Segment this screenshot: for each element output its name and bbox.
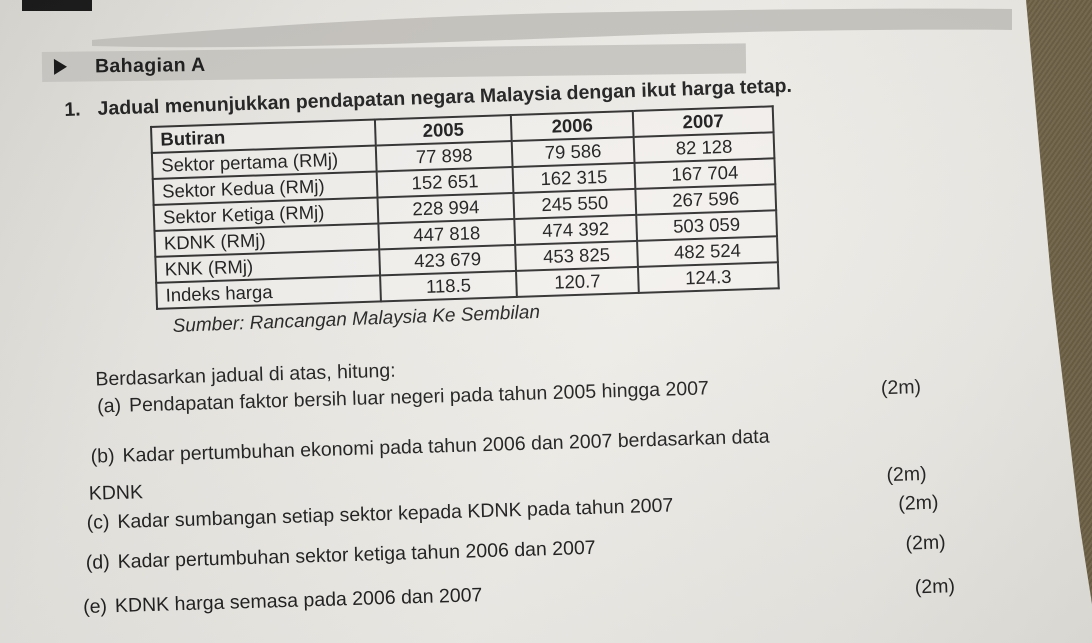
table-cell: 118.5 (380, 270, 517, 302)
scan-shadow-band (92, 8, 1012, 48)
table-cell: 79 586 (511, 136, 635, 168)
marks-badge: (2m) (898, 491, 939, 515)
task-label: (a) (96, 394, 122, 418)
table-cell: 245 550 (513, 188, 637, 219)
task-text: Kadar pertumbuhan sektor ketiga tahun 20… (117, 536, 596, 573)
task-label: (b) (90, 445, 115, 468)
task-line-d: (d) Kadar pertumbuhan sektor ketiga tahu… (86, 526, 946, 575)
task-label: (e) (82, 595, 108, 619)
marks-badge: (2m) (880, 376, 922, 400)
task-line-b: (b) Kadar pertumbuhan ekonomi pada tahun… (90, 426, 769, 469)
task-label: (c) (86, 511, 110, 534)
table-header-cell: 2006 (510, 110, 634, 142)
marks-badge: (2m) (905, 531, 946, 555)
task-text: KDNK (88, 481, 144, 505)
section-title: Bahagian A (94, 53, 206, 77)
task-text: Kadar pertumbuhan ekonomi pada tahun 200… (122, 425, 770, 467)
table-cell: 453 825 (515, 240, 638, 271)
task-text: KDNK harga semasa pada 2006 dan 2007 (114, 584, 483, 618)
data-table: Butiran 2005 2006 2007 Sektor pertama (R… (150, 105, 780, 310)
marks-badge: (2m) (886, 462, 927, 487)
question-number: 1. (64, 98, 81, 121)
task-line-e: (e) KDNK harga semasa pada 2006 dan 2007… (83, 570, 955, 619)
task-label: (d) (85, 551, 111, 574)
marks-badge: (2m) (914, 575, 956, 599)
tasks-block: Berdasarkan jadual di atas, hitung: (a) … (80, 339, 988, 641)
table-cell: 120.7 (516, 266, 639, 297)
table-block: Butiran 2005 2006 2007 Sektor pertama (R… (150, 105, 781, 337)
scan-black-bar (22, 0, 92, 11)
arrow-right-icon (53, 58, 68, 75)
table-cell: 162 315 (512, 162, 636, 193)
table-cell: 124.3 (637, 262, 779, 293)
table-cell: 474 392 (514, 214, 638, 245)
instruction-text: Berdasarkan jadual di atas, hitung: (95, 359, 396, 391)
